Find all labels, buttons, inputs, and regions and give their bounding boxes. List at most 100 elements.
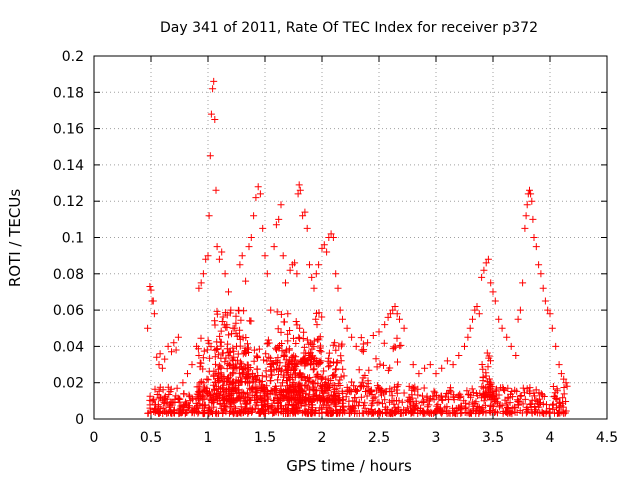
data-point	[355, 398, 363, 406]
data-point	[169, 398, 177, 406]
data-point	[316, 344, 324, 352]
data-point	[305, 378, 313, 386]
data-point	[527, 190, 535, 198]
data-point	[256, 378, 264, 386]
data-point	[373, 399, 381, 407]
data-point	[303, 224, 311, 232]
data-point	[334, 284, 342, 292]
data-point	[555, 361, 563, 369]
data-point	[472, 398, 480, 406]
data-point	[283, 377, 291, 384]
data-point	[302, 349, 310, 357]
data-point	[469, 315, 476, 323]
data-point	[247, 234, 255, 241]
data-point	[268, 371, 276, 379]
data-point	[206, 354, 214, 362]
data-point	[524, 406, 532, 414]
data-point	[531, 403, 539, 410]
data-point	[255, 345, 263, 353]
data-point	[560, 384, 568, 391]
data-point	[419, 392, 426, 400]
data-point	[553, 404, 560, 412]
data-point	[540, 393, 548, 400]
data-point	[355, 409, 363, 417]
data-point	[270, 243, 278, 251]
data-point	[284, 310, 292, 318]
data-point	[393, 389, 401, 397]
data-point	[489, 403, 497, 411]
data-point	[339, 365, 347, 373]
data-point	[357, 393, 365, 401]
data-point	[253, 375, 261, 383]
data-point	[229, 408, 237, 416]
data-point	[313, 321, 321, 329]
data-point	[412, 403, 420, 411]
data-point	[155, 387, 163, 395]
data-point	[268, 403, 276, 411]
data-point	[167, 408, 175, 416]
data-point	[337, 342, 345, 350]
data-point	[562, 379, 570, 387]
data-point	[395, 397, 403, 405]
data-point	[519, 384, 527, 392]
data-point	[174, 394, 182, 402]
data-point	[279, 379, 286, 387]
data-point	[482, 391, 490, 399]
data-point	[218, 248, 226, 256]
data-point	[264, 336, 272, 344]
data-point	[329, 381, 337, 389]
data-point	[348, 378, 356, 386]
data-point	[231, 324, 239, 332]
data-point	[366, 388, 373, 396]
data-point	[236, 261, 244, 269]
data-point	[267, 377, 275, 385]
data-point	[373, 382, 381, 390]
data-point	[235, 393, 243, 401]
data-point	[528, 396, 536, 404]
data-point	[516, 392, 524, 400]
data-point	[487, 378, 495, 386]
data-point	[355, 366, 363, 374]
data-point	[238, 370, 246, 378]
data-point	[519, 279, 527, 287]
data-point	[260, 356, 268, 364]
data-point	[274, 325, 282, 333]
data-point	[296, 186, 304, 194]
data-point	[543, 401, 550, 409]
data-point	[557, 370, 565, 378]
data-point	[270, 396, 277, 404]
data-point	[303, 336, 311, 344]
data-point	[369, 332, 377, 339]
data-point	[247, 317, 255, 325]
data-point	[334, 380, 342, 388]
data-point	[357, 334, 365, 342]
data-point	[254, 353, 262, 361]
data-point	[361, 399, 369, 407]
data-point	[463, 387, 471, 395]
data-point	[438, 364, 446, 372]
data-point	[213, 243, 221, 251]
data-point	[481, 401, 489, 409]
data-point	[249, 378, 257, 386]
data-point	[261, 396, 269, 404]
data-point	[207, 392, 215, 400]
data-point	[252, 389, 260, 397]
data-point	[409, 361, 417, 369]
data-point	[391, 303, 399, 310]
data-point	[386, 398, 393, 406]
data-point	[263, 270, 271, 278]
data-point	[324, 357, 332, 365]
data-point	[380, 339, 388, 347]
data-point	[501, 396, 509, 404]
chart-title: Day 341 of 2011, Rate Of TEC Index for r…	[160, 20, 538, 36]
x-tick-label: 3.5	[482, 430, 504, 446]
data-point	[238, 388, 246, 396]
data-point	[389, 410, 397, 417]
data-point	[486, 383, 494, 391]
data-point	[263, 357, 271, 365]
data-point	[159, 410, 167, 417]
data-point	[258, 401, 265, 409]
data-point	[331, 339, 339, 347]
data-point	[426, 361, 434, 369]
data-point	[502, 400, 510, 408]
